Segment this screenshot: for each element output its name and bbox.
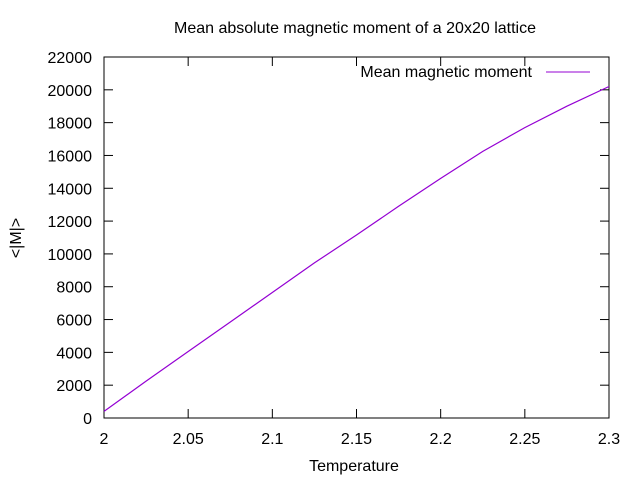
- x-tick-label: 2.3: [598, 431, 620, 448]
- x-tick-label: 2: [100, 431, 109, 448]
- y-tick-label: 14000: [48, 181, 93, 198]
- legend: Mean magnetic moment: [360, 64, 590, 81]
- y-tick-label: 18000: [48, 116, 93, 133]
- axes: 2 2.05 2.1 2.15 2.2 2.25 2.3 0 2000 4000 6000 8000 1…: [48, 50, 621, 448]
- y-tick-label: 4000: [56, 345, 92, 362]
- x-tick-label: 2.2: [430, 431, 452, 448]
- x-tick-label: 2.25: [509, 431, 540, 448]
- y-tick-label: 6000: [56, 313, 92, 330]
- y-tick-label: 16000: [48, 148, 93, 165]
- series-line: [103, 85, 610, 412]
- y-tick-label: 22000: [48, 50, 93, 67]
- series-layer: [103, 85, 610, 412]
- chart-title: Mean absolute magnetic moment of a 20x20…: [174, 20, 536, 37]
- x-tick-label: 2.05: [173, 431, 204, 448]
- y-tick-label: 8000: [56, 280, 92, 297]
- x-tick-label: 2.1: [261, 431, 283, 448]
- y-axis-label: <|M|>: [8, 218, 25, 258]
- y-tick-label: 12000: [48, 214, 93, 231]
- x-axis-label: Temperature: [309, 458, 399, 475]
- legend-label: Mean magnetic moment: [360, 64, 532, 81]
- y-tick-label: 0: [83, 411, 92, 428]
- y-tick-label: 20000: [48, 83, 93, 100]
- y-tick-label: 2000: [56, 378, 92, 395]
- y-tick-label: 10000: [48, 247, 93, 264]
- x-tick-label: 2.15: [341, 431, 372, 448]
